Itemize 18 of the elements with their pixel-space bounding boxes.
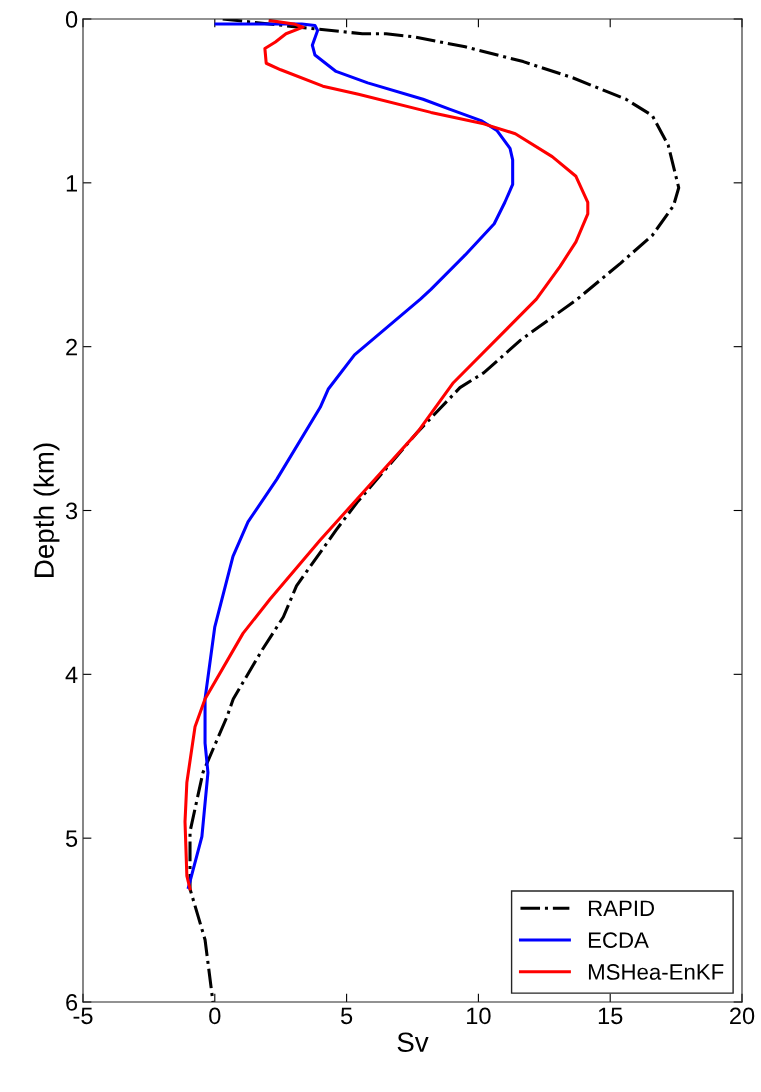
line-series bbox=[183, 19, 590, 891]
line-series bbox=[186, 22, 515, 889]
y-tick-label: 2 bbox=[66, 338, 77, 356]
y-tick-label: 4 bbox=[65, 666, 78, 683]
legend-label: MSHea-EnKF bbox=[588, 964, 724, 980]
y-tick-label: 5 bbox=[65, 830, 78, 847]
x-tick-label: 5 bbox=[340, 1007, 353, 1025]
legend-label: ECDA bbox=[588, 932, 649, 948]
legend-label: RAPID bbox=[588, 900, 654, 916]
x-tick-label: 20 bbox=[730, 1007, 755, 1025]
y-tick-label: 0 bbox=[65, 11, 78, 28]
x-tick-label: 10 bbox=[467, 1007, 491, 1025]
y-tick-label: 3 bbox=[65, 502, 78, 520]
x-tick-label: 15 bbox=[598, 1007, 623, 1025]
x-tick-label: 0 bbox=[209, 1007, 221, 1025]
y-axis-title: Depth (km) bbox=[33, 443, 60, 577]
x-axis-title: Sv bbox=[397, 1032, 429, 1053]
y-tick-label: 1 bbox=[66, 175, 77, 192]
